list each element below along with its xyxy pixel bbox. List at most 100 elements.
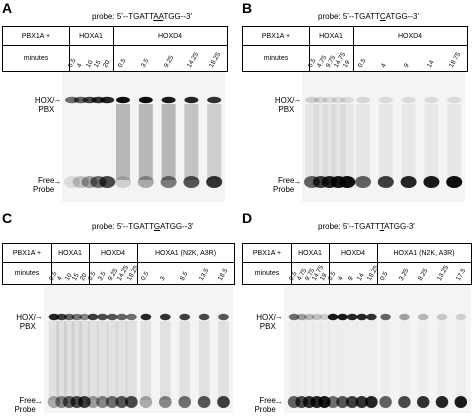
hox-pbx-band	[161, 96, 176, 104]
free-probe-arrow: →	[274, 397, 283, 406]
free-probe-arrow: →	[293, 177, 302, 186]
lane-smear	[305, 104, 320, 180]
probe-suffix: TGG--3'	[163, 12, 192, 21]
lane-smear	[87, 321, 99, 400]
lane-smear	[322, 104, 337, 180]
lane-time-label: 13.5	[197, 267, 211, 282]
free-probe-band	[446, 176, 463, 188]
panel-letter: D	[242, 210, 253, 226]
lane-header-table: PBX1A + HOXA1 HOXD4 HOXA1 (N2K, A3R) minutes…	[2, 243, 235, 285]
lane-smear	[161, 104, 176, 180]
hox-pbx-band	[365, 313, 377, 321]
hox-pbx-band	[322, 96, 337, 104]
hox-pbx-band	[398, 313, 410, 321]
hox-pbx-band	[314, 96, 329, 104]
hox-pbx-label: HOX/ PBX	[256, 313, 276, 331]
header-groups-row: PBX1A + HOXA1 HOXD4	[243, 27, 467, 46]
hox-pbx-band	[106, 313, 118, 321]
hox-pbx-arrow: →	[53, 95, 62, 104]
free-probe-band	[378, 176, 395, 188]
group-divider	[377, 263, 378, 284]
free-probe-band	[47, 396, 61, 408]
group-label: PBX1A +	[252, 249, 282, 257]
probe-prefix: probe: 5'--TGATT	[92, 222, 154, 231]
free-probe-band	[317, 396, 331, 408]
lane-smear	[207, 104, 222, 180]
free-probe-arrow: →	[34, 397, 43, 406]
hox-pbx-band	[305, 96, 320, 104]
hox-pbx-band	[116, 313, 127, 321]
hox-pbx-arrow: →	[34, 312, 43, 321]
free-probe-band	[178, 396, 191, 408]
hox-pbx-band	[97, 313, 108, 321]
lane-smear	[356, 321, 366, 400]
hox-pbx-band	[401, 96, 416, 104]
free-probe-band	[115, 176, 132, 188]
hox-pbx-band	[116, 96, 131, 104]
free-probe-band	[86, 396, 100, 408]
hox-pbx-band	[217, 313, 229, 321]
hox-pbx-label: HOX/ PBX	[34, 96, 55, 114]
lane-smear	[380, 321, 390, 400]
probe-suffix: ATGG--3'	[385, 12, 420, 21]
hox-pbx-band	[379, 96, 394, 104]
free-probe-band	[364, 396, 378, 408]
free-probe-band	[115, 396, 128, 408]
lane-smear	[198, 321, 210, 400]
group-divider	[113, 46, 114, 71]
group-divider	[51, 263, 52, 284]
probe-suffix: ATGG-3'	[384, 222, 415, 231]
group-divider	[291, 263, 292, 284]
group-label: PBX1A +	[261, 32, 291, 40]
lane-smear	[356, 104, 371, 180]
minutes-label: minutes	[23, 55, 49, 62]
lane-smear	[337, 321, 347, 400]
gel-image	[302, 72, 465, 202]
group-label: PBX1A +	[21, 32, 51, 40]
hox-pbx-band	[311, 313, 322, 321]
hox-pbx-band	[140, 313, 152, 321]
group-divider	[89, 263, 90, 284]
gel-image	[283, 285, 471, 413]
free-probe-band	[96, 396, 109, 408]
lane-smear	[401, 104, 416, 180]
lane-smear	[379, 104, 394, 180]
group-divider	[113, 27, 114, 45]
lane-smear	[399, 321, 409, 400]
lane-smear	[140, 321, 152, 400]
hox-pbx-band	[455, 313, 466, 321]
lane-smear	[63, 321, 75, 400]
group-divider	[69, 46, 70, 71]
lane-smear	[217, 321, 229, 400]
group-divider	[377, 244, 378, 262]
free-probe-band	[336, 396, 349, 408]
hox-pbx-band	[356, 313, 367, 321]
lane-time-label: 14	[356, 272, 366, 282]
group-divider	[89, 244, 90, 262]
lane-smear	[366, 321, 376, 400]
group-label: HOXA1 (N2K, A3R)	[154, 249, 217, 257]
group-label: HOXD4	[397, 32, 423, 40]
lane-smear	[106, 321, 118, 400]
free-probe-band	[105, 396, 119, 408]
group-divider	[309, 46, 310, 71]
hox-pbx-band	[380, 313, 391, 321]
lane-time-label: 0.5	[379, 270, 390, 282]
lane-smear	[78, 321, 90, 400]
hox-pbx-arrow: →	[293, 95, 302, 104]
group-label: HOXA1	[319, 32, 343, 40]
lane-time-label: 3.25	[398, 267, 411, 282]
panel-letter: A	[2, 0, 13, 16]
lane-smear	[424, 104, 439, 180]
hox-pbx-label: HOX/ PBX	[16, 313, 36, 331]
lane-time-label: 0.5	[139, 270, 151, 282]
hox-pbx-band	[56, 313, 67, 321]
probe-sequence: probe: 5'--TGATTCATGG--3'	[318, 12, 419, 21]
free-probe-band	[124, 396, 138, 408]
hox-pbx-band	[125, 313, 137, 321]
free-probe-label: Free Probe	[254, 396, 276, 414]
lane-smear	[328, 321, 338, 400]
group-divider	[353, 27, 354, 45]
